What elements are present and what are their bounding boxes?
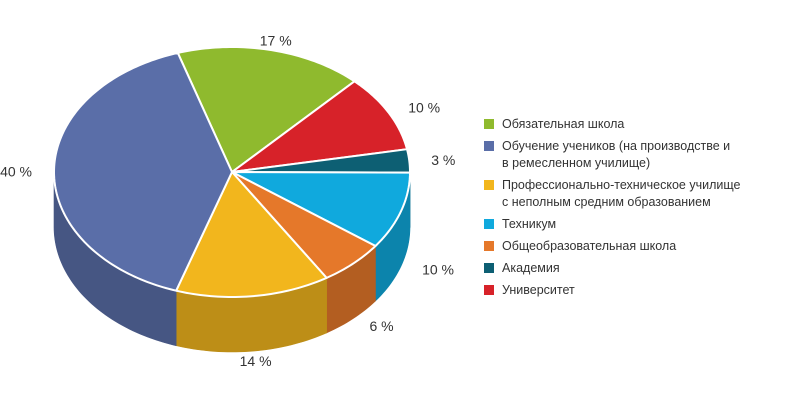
legend-item-university: Университет bbox=[484, 282, 784, 299]
legend-label: Профессионально-техническое училище с не… bbox=[502, 178, 741, 209]
pie-slice bbox=[53, 51, 233, 292]
pie-slice bbox=[231, 171, 411, 247]
slice-value-label: 14 % bbox=[240, 353, 272, 369]
legend-label: Общеобразовательная школа bbox=[502, 239, 677, 253]
legend: Обязательная школа Обучение учеников (на… bbox=[484, 116, 784, 304]
slice-value-label: 6 % bbox=[370, 318, 394, 334]
legend-item-technical-college: Техникум bbox=[484, 216, 784, 233]
legend-swatch bbox=[484, 141, 494, 151]
legend-label: Академия bbox=[502, 261, 560, 275]
legend-label: Обязательная школа bbox=[502, 117, 625, 131]
pie-slice bbox=[231, 148, 411, 174]
pie-value-labels: 17 % 10 % 3 % 10 % 6 % 14 % 40 % bbox=[0, 32, 455, 369]
legend-swatch bbox=[484, 263, 494, 273]
pie-slice bbox=[231, 171, 377, 279]
slice-value-label: 10 % bbox=[422, 261, 454, 277]
slice-value-label: 17 % bbox=[260, 32, 292, 48]
slice-value-label: 10 % bbox=[408, 100, 440, 116]
legend-swatch bbox=[484, 180, 494, 190]
legend-item-academy: Академия bbox=[484, 260, 784, 277]
legend-swatch bbox=[484, 219, 494, 229]
slice-value-label: 3 % bbox=[431, 152, 455, 168]
slice-value-label: 40 % bbox=[0, 163, 32, 179]
legend-label: Техникум bbox=[502, 217, 557, 231]
pie-slice bbox=[231, 80, 409, 173]
legend-item-apprenticeship: Обучение учеников (на производстве и в р… bbox=[484, 138, 784, 172]
legend-swatch bbox=[484, 241, 494, 251]
pie-slice bbox=[175, 171, 328, 298]
legend-item-vocational-school: Профессионально-техническое училище с не… bbox=[484, 177, 784, 211]
legend-item-general-school: Общеобразовательная школа bbox=[484, 238, 784, 255]
legend-swatch bbox=[484, 285, 494, 295]
pie-top-faces bbox=[53, 46, 411, 298]
legend-label: Университет bbox=[502, 283, 575, 297]
legend-label: Обучение учеников (на производстве и в р… bbox=[502, 139, 731, 170]
legend-swatch bbox=[484, 119, 494, 129]
legend-item-compulsory-school: Обязательная школа bbox=[484, 116, 784, 133]
pie-slice bbox=[176, 46, 356, 173]
